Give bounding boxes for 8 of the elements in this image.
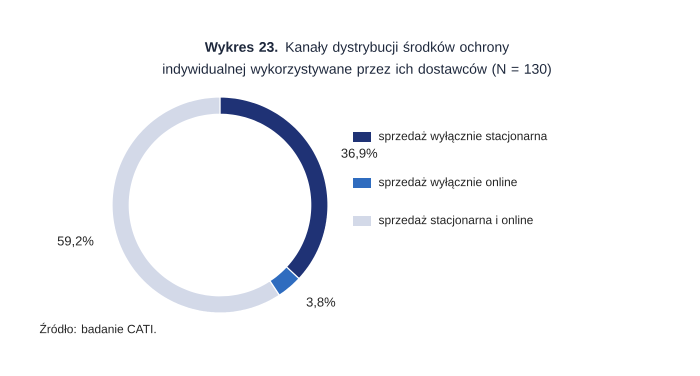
legend-label: sprzedaż wyłącznie stacjonarna xyxy=(378,131,548,143)
legend-label: sprzedaż stacjonarna i online xyxy=(378,215,533,227)
data-label: 3,8% xyxy=(306,297,336,308)
text: Źródło: badanie CATI. xyxy=(40,322,156,334)
chart-title: Wykres 23. Kanały dystrybucji środków ochrony indywidualnej wykorzystywane przez ich dostawców (N = 130) xyxy=(163,42,551,77)
data-label: 59,2% xyxy=(58,236,94,248)
data-label: 36,9% xyxy=(341,148,378,160)
legend-label: sprzedaż wyłącznie online xyxy=(378,177,517,189)
